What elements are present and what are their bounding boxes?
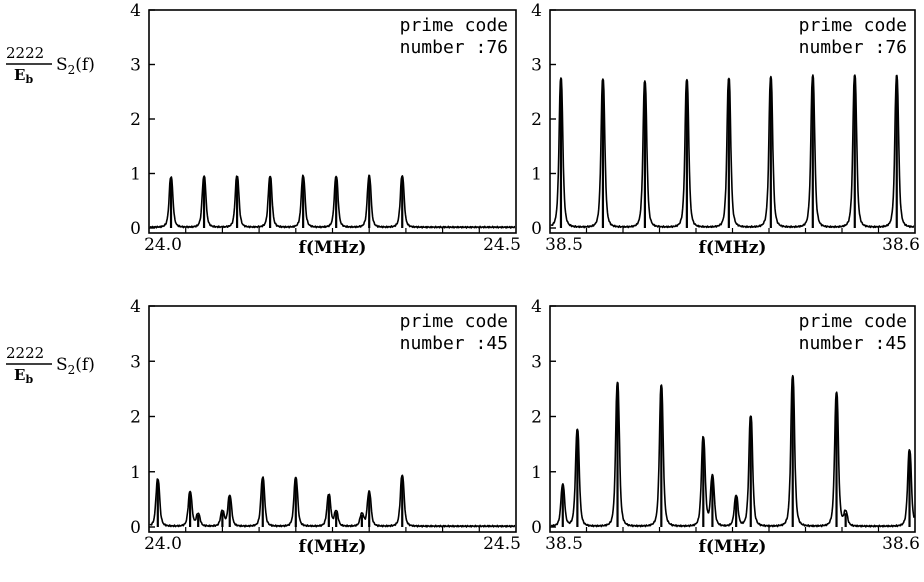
- y-tick-label: 0: [130, 219, 141, 239]
- y-tick-label: 1: [531, 165, 542, 185]
- x-tick-label: 38.6: [882, 235, 920, 255]
- ylabel-numerator: 2222: [6, 344, 44, 362]
- y-tick-label: 2: [130, 110, 141, 130]
- x-tick-label: 38.5: [545, 235, 583, 255]
- y-tick-label: 3: [130, 352, 141, 372]
- prime-code-annotation: number :76: [400, 37, 508, 58]
- x-tick-label: 38.6: [882, 534, 920, 554]
- y-tick-label: 0: [531, 219, 542, 239]
- y-tick-label: 4: [531, 1, 542, 21]
- y-tick-label: 4: [130, 1, 141, 21]
- y-tick-label: 2: [130, 408, 141, 428]
- prime-code-annotation: prime code: [799, 311, 907, 332]
- prime-code-annotation: number :45: [400, 333, 508, 354]
- spectrum-trace: [550, 74, 915, 229]
- y-tick-label: 2: [531, 408, 542, 428]
- x-tick-label: 38.5: [545, 534, 583, 554]
- ylabel-function: S2(f): [56, 55, 95, 77]
- x-axis-label: f(MHz): [299, 238, 367, 258]
- ylabel-numerator: 2222: [6, 44, 44, 62]
- prime-code-annotation: number :45: [799, 333, 907, 354]
- prime-code-annotation: prime code: [400, 311, 508, 332]
- y-tick-label: 1: [531, 463, 542, 483]
- spectrum-trace: [149, 174, 516, 229]
- y-axis-label-top: 2222 Eb S2(f): [6, 44, 95, 86]
- y-axis-label-bottom: 2222 Eb S2(f): [6, 344, 95, 386]
- y-tick-label: 4: [130, 297, 141, 317]
- ylabel-denominator: Eb: [14, 366, 33, 386]
- y-tick-label: 3: [531, 56, 542, 76]
- y-tick-label: 3: [531, 352, 542, 372]
- prime-code-annotation: number :76: [799, 37, 907, 58]
- y-tick-label: 0: [130, 518, 141, 538]
- x-axis-label: f(MHz): [699, 238, 767, 258]
- prime-code-annotation: prime code: [400, 15, 508, 36]
- y-tick-label: 1: [130, 463, 141, 483]
- y-tick-label: 3: [130, 56, 141, 76]
- x-axis-label: f(MHz): [299, 537, 367, 557]
- x-axis-label: f(MHz): [699, 537, 767, 557]
- y-tick-label: 0: [531, 518, 542, 538]
- y-tick-label: 2: [531, 110, 542, 130]
- x-tick-label: 24.5: [483, 534, 521, 554]
- ylabel-denominator: Eb: [14, 66, 33, 86]
- prime-code-annotation: prime code: [799, 15, 907, 36]
- ylabel-function: S2(f): [56, 355, 95, 377]
- x-tick-label: 24.0: [144, 534, 182, 554]
- x-tick-label: 24.0: [144, 235, 182, 255]
- spectrum-trace: [149, 474, 516, 528]
- y-tick-label: 4: [531, 297, 542, 317]
- spectrum-trace: [550, 374, 915, 528]
- x-tick-label: 24.5: [483, 235, 521, 255]
- y-tick-label: 1: [130, 165, 141, 185]
